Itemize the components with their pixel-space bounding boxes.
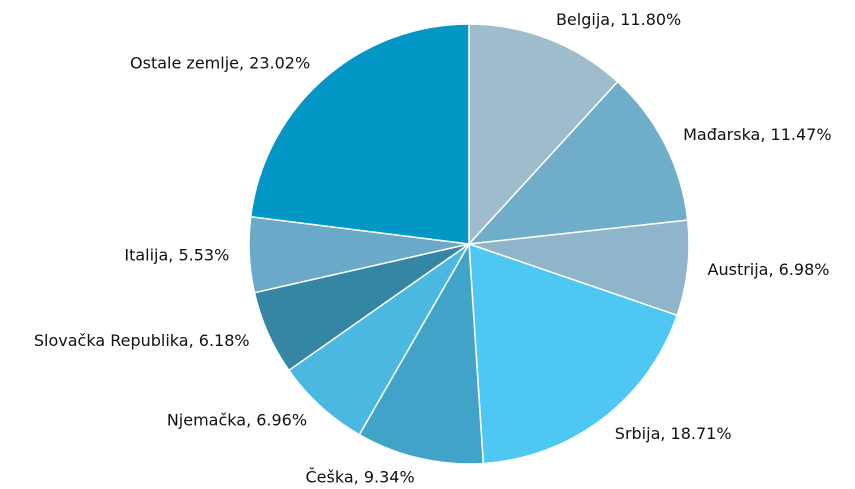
pie-slice — [249, 23, 470, 245]
pie-slice — [467, 80, 689, 245]
pie-slice — [358, 241, 485, 465]
data-label: Mađarska, 11.47% — [683, 125, 831, 144]
data-label: Češka, 9.34% — [306, 467, 415, 486]
pie-slice — [468, 242, 679, 465]
pie-slice — [468, 23, 619, 246]
data-label: Italija, 5.53% — [124, 245, 229, 264]
data-label: Belgija, 11.80% — [556, 10, 681, 29]
data-label: Srbija, 18.71% — [615, 424, 732, 443]
data-label: Slovačka Republika, 6.18% — [34, 331, 250, 350]
data-label: Austrija, 6.98% — [708, 260, 830, 279]
data-label: Ostale zemlje, 23.02% — [130, 54, 310, 73]
data-label: Njemačka, 6.96% — [167, 411, 307, 430]
